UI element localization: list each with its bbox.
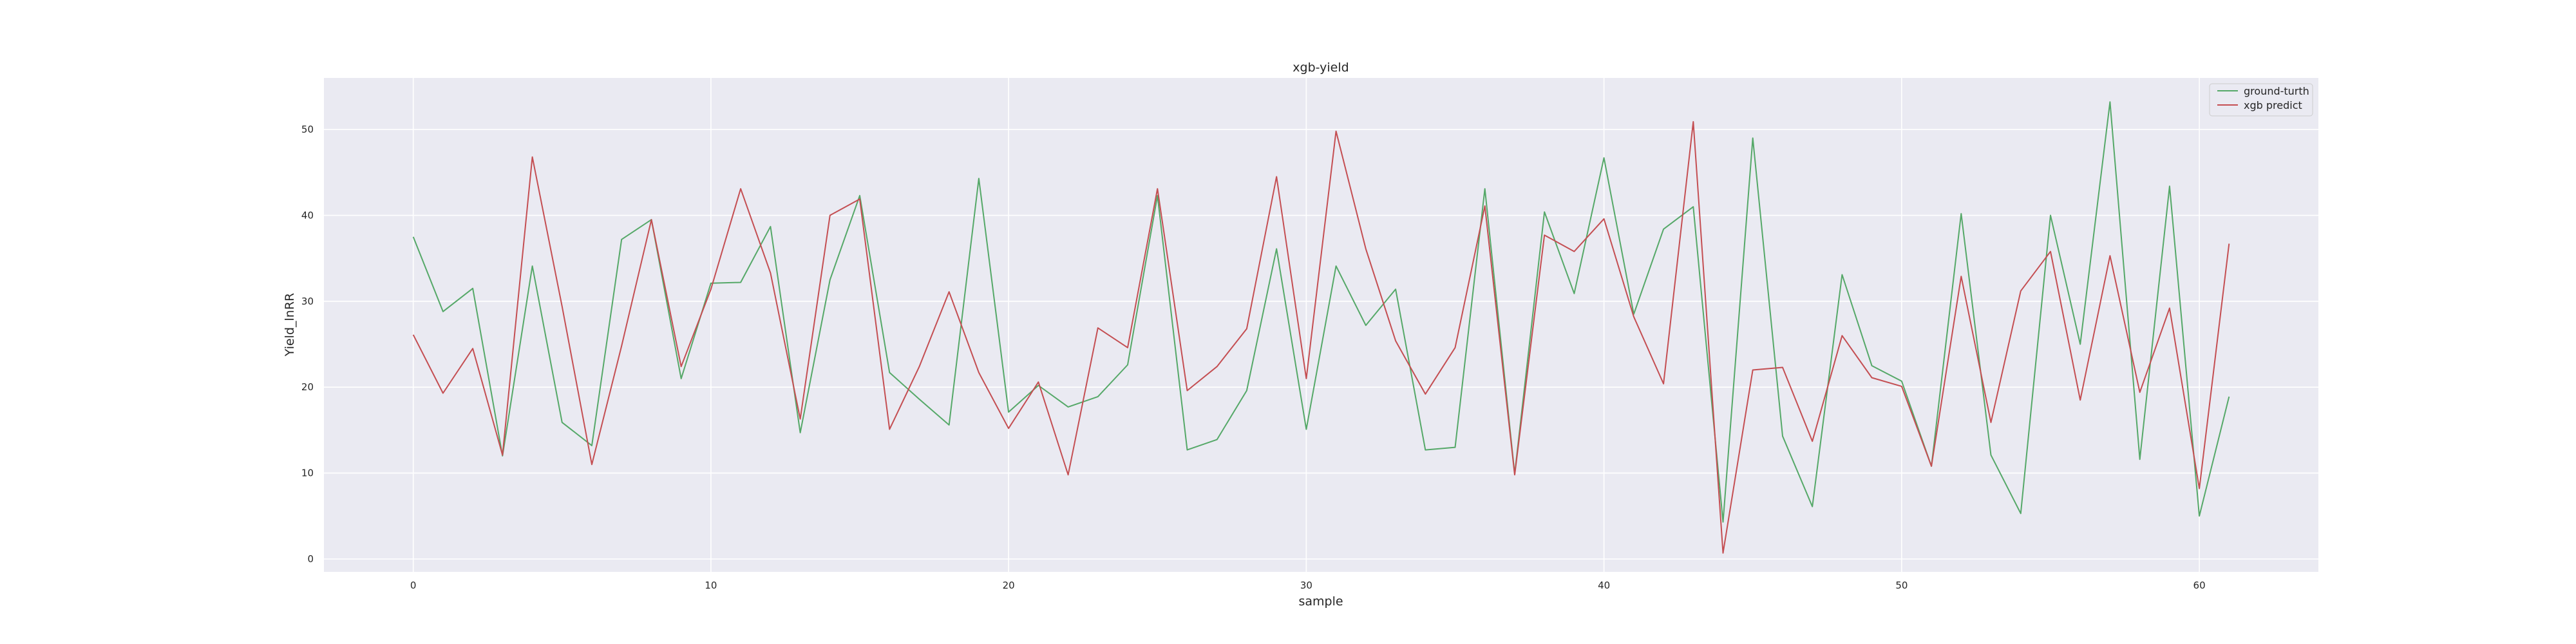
x-tick-labels: 0 10 20 30 40 50 60 bbox=[410, 580, 2206, 591]
x-tick-label: 50 bbox=[1895, 580, 1908, 591]
legend-label-xgb-predict: xgb predict bbox=[2244, 99, 2302, 111]
series-line-xgb-predict bbox=[412, 121, 2230, 554]
x-tick-label: 0 bbox=[410, 580, 417, 591]
y-tick-label: 10 bbox=[301, 468, 314, 479]
legend-label-ground-turth: ground-turth bbox=[2244, 85, 2309, 97]
x-tick-label: 10 bbox=[705, 580, 717, 591]
y-tick-label: 40 bbox=[301, 209, 314, 221]
x-tick-label: 30 bbox=[1300, 580, 1312, 591]
plot-area bbox=[324, 78, 2318, 572]
y-tick-label: 50 bbox=[301, 124, 314, 135]
y-tick-labels: 0 10 20 30 40 50 bbox=[301, 124, 314, 565]
legend-box bbox=[2209, 83, 2313, 117]
grid-lines bbox=[324, 78, 2318, 572]
x-tick-label: 20 bbox=[1003, 580, 1015, 591]
x-tick-label: 60 bbox=[2193, 580, 2206, 591]
legend: ground-turth xgb predict bbox=[2209, 83, 2313, 117]
y-tick-label: 20 bbox=[301, 381, 314, 393]
x-axis-label: sample bbox=[1298, 594, 1343, 609]
chart-title: xgb-yield bbox=[1293, 61, 1349, 75]
series-layer bbox=[412, 101, 2230, 554]
y-tick-label: 30 bbox=[301, 296, 314, 307]
y-axis-label: Yield_lnRR bbox=[283, 293, 297, 357]
y-tick-label: 0 bbox=[307, 553, 314, 565]
x-tick-label: 40 bbox=[1598, 580, 1610, 591]
